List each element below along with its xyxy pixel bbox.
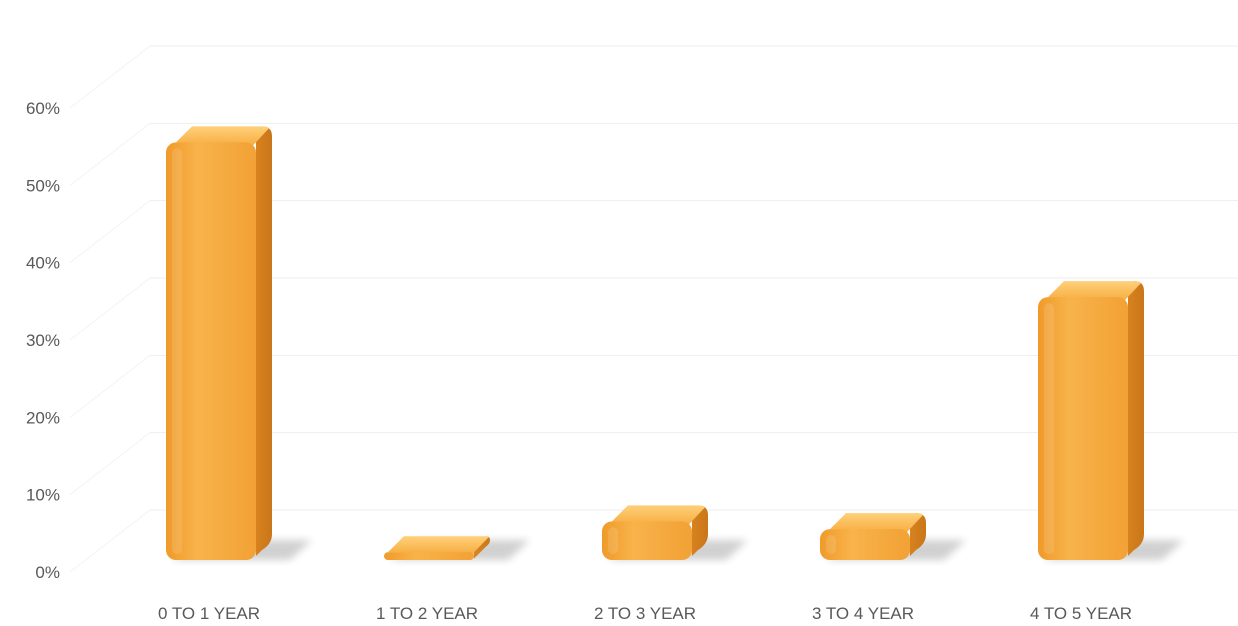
gridline-diagonal <box>69 354 151 418</box>
bar-highlight <box>1044 303 1054 554</box>
bar-side <box>1118 281 1144 556</box>
bars <box>166 126 1184 560</box>
gridline-diagonal <box>69 45 151 109</box>
bar <box>602 505 748 560</box>
y-tick-label: 10% <box>26 486 60 505</box>
gridline-diagonal <box>69 200 151 264</box>
bar-top <box>612 505 705 525</box>
gridline-diagonal <box>69 432 151 496</box>
y-tick-label: 40% <box>26 254 60 273</box>
gridline-diagonal <box>69 277 151 341</box>
bar-front <box>384 552 474 560</box>
y-axis: 0% 10% 20% 30% 40% 50% 60% <box>26 99 60 582</box>
bar-front <box>602 521 692 560</box>
y-tick-label: 30% <box>26 331 60 350</box>
bar-top <box>1048 281 1141 301</box>
gridlines <box>69 45 1238 573</box>
bar-front <box>820 529 910 560</box>
y-tick-label: 50% <box>26 176 60 195</box>
x-tick-label: 3 TO 4 YEAR <box>812 604 914 623</box>
gridline-diagonal <box>69 509 151 573</box>
x-axis: 0 TO 1 YEAR 1 TO 2 YEAR 2 TO 3 YEAR 3 TO 4 … <box>158 604 1132 623</box>
bar-top <box>387 536 489 554</box>
x-tick-label: 0 TO 1 YEAR <box>158 604 260 623</box>
bar <box>820 513 966 560</box>
y-tick-label: 60% <box>26 99 60 118</box>
bar-side <box>470 536 490 559</box>
bar-top <box>830 513 923 533</box>
bar <box>1038 281 1184 560</box>
bar-top <box>176 126 269 146</box>
bar-highlight <box>826 535 836 554</box>
y-tick-label: 0% <box>35 563 60 582</box>
bar-highlight <box>608 527 618 554</box>
x-tick-label: 4 TO 5 YEAR <box>1030 604 1132 623</box>
y-tick-label: 20% <box>26 408 60 427</box>
bar-highlight <box>172 148 182 554</box>
bar-front <box>166 142 256 560</box>
x-tick-label: 2 TO 3 YEAR <box>594 604 696 623</box>
x-tick-label: 1 TO 2 YEAR <box>376 604 478 623</box>
bar <box>384 536 530 560</box>
gridline-diagonal <box>69 122 151 186</box>
bar <box>166 126 312 560</box>
bar-front <box>1038 297 1128 560</box>
bar-side <box>246 126 272 557</box>
